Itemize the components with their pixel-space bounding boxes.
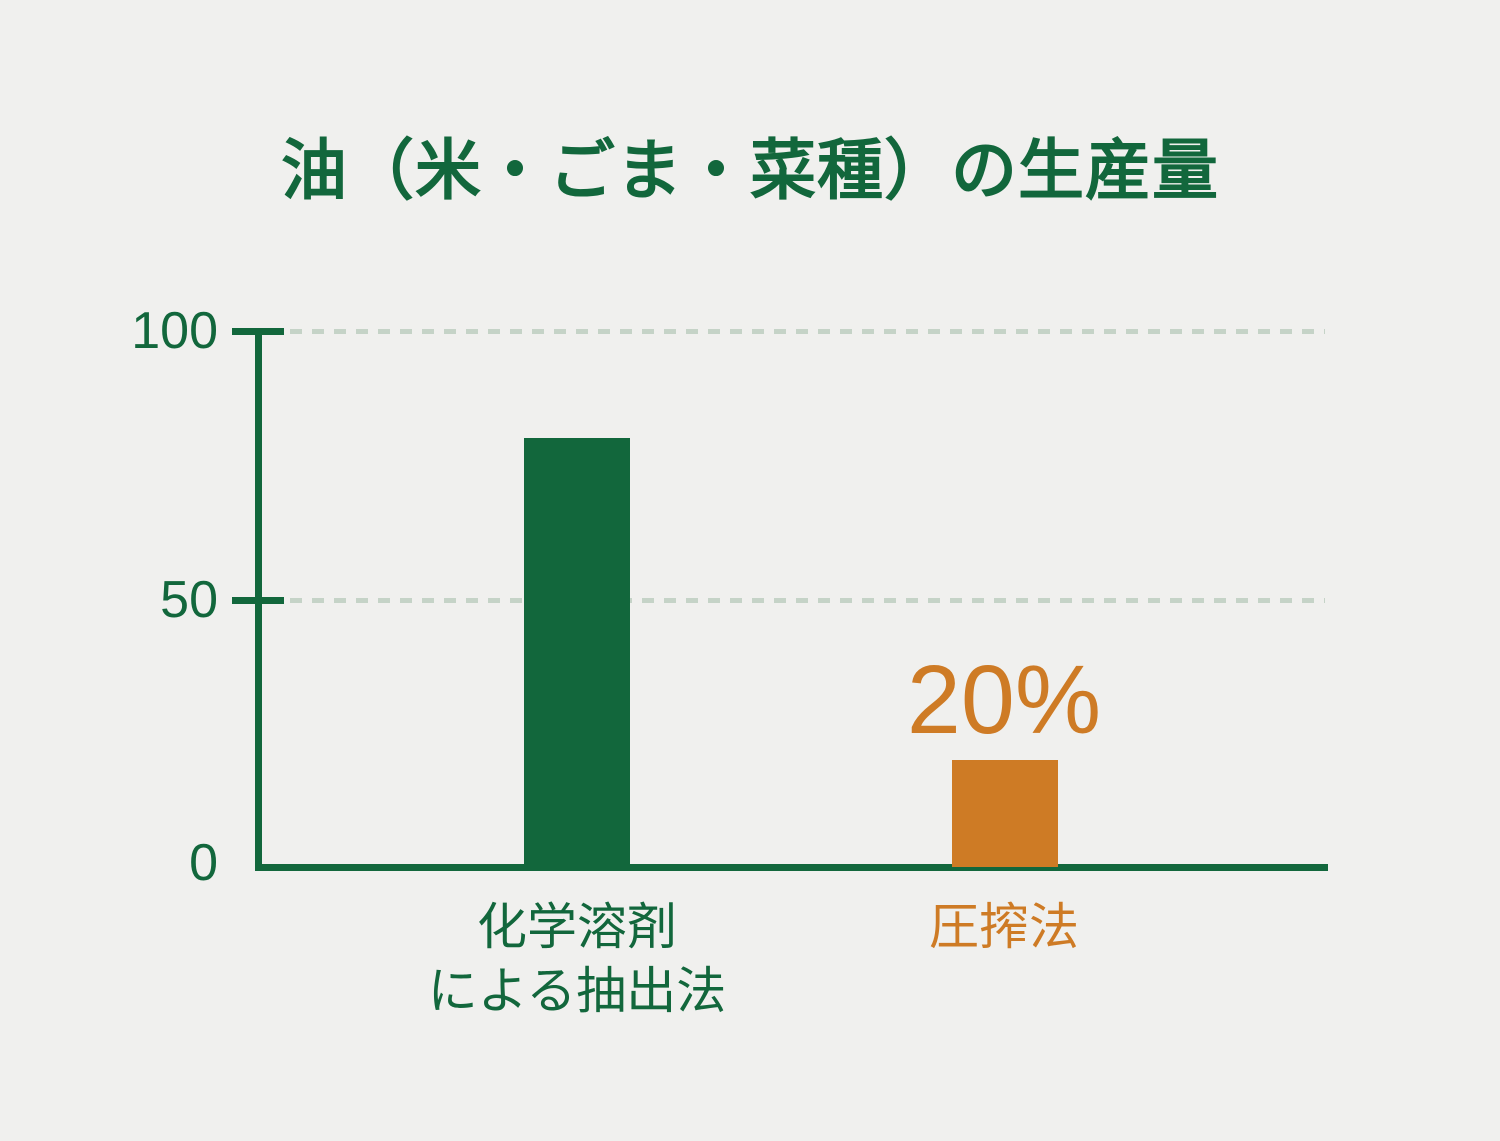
bar-pressing-method [952,760,1058,867]
y-tick-label-50: 50 [160,571,218,629]
x-label-pressing-method: 圧搾法 [929,899,1079,955]
x-label-chemical-solvent-line2: による抽出法 [427,963,727,1019]
y-tick-100 [232,328,284,335]
gridline-100 [290,329,1325,334]
chart-title: 油（米・ごま・菜種）の生産量 [281,135,1219,208]
y-tick-label-0: 0 [189,834,218,892]
x-label-chemical-solvent-line1: 化学溶剤 [477,899,677,955]
gridline-50 [290,598,1325,603]
y-tick-label-100: 100 [131,302,218,360]
bar-annotation-20-percent: 20% [906,645,1102,754]
x-label-chemical-solvent: 化学溶剤 による抽出法 [357,895,797,1023]
x-axis-line [255,864,1328,871]
bar-chemical-solvent [524,438,630,867]
y-tick-50 [232,597,284,604]
